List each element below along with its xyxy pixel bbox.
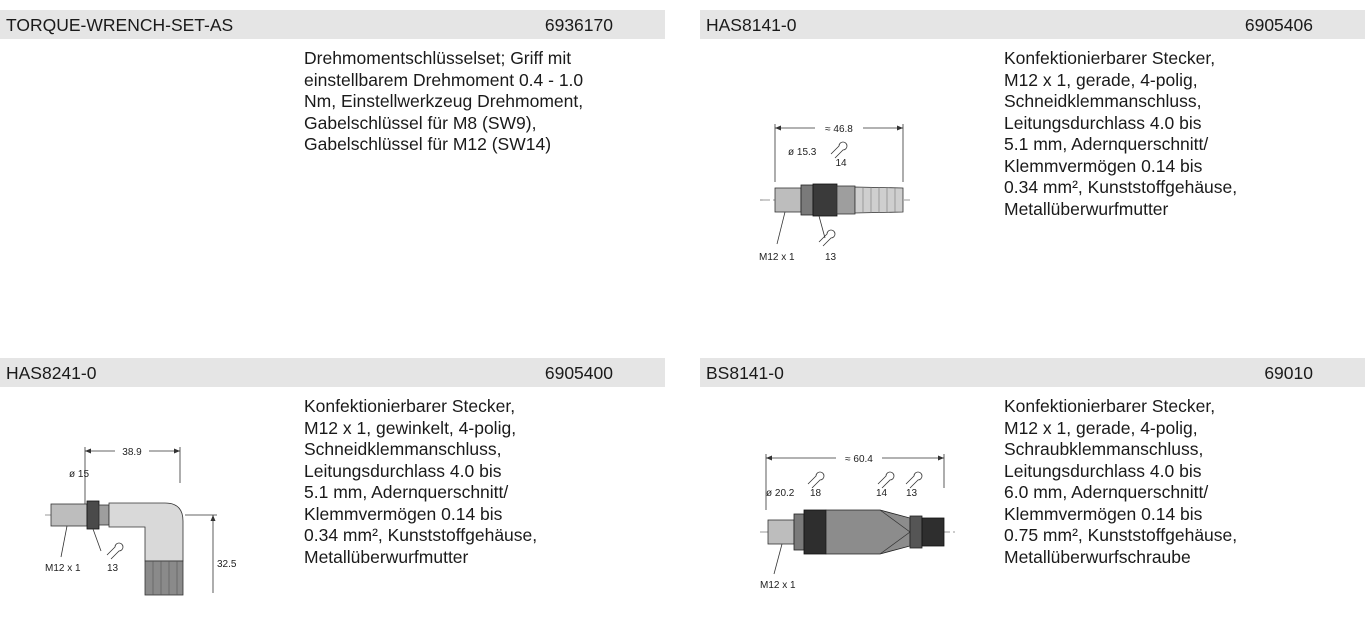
product-number: 69010 [1264,363,1313,383]
length-dimension: 38.9 [122,447,142,458]
connector-drawing-angled: 38.9 ø 15 32.5 M12 x 1 13 [45,443,245,600]
product-card-torque-wrench-set: TORQUE-WRENCH-SET-AS 6936170 Drehmoments… [0,10,665,270]
product-name: HAS8141-0 [706,15,797,35]
wrench-icon [807,471,825,489]
product-name: TORQUE-WRENCH-SET-AS [6,15,234,35]
wrench-size-label: 13 [107,563,119,574]
product-description: Konfektionierbarer Stecker, M12 x 1, ger… [1004,48,1238,219]
product-name: HAS8241-0 [6,363,97,383]
product-header: TORQUE-WRENCH-SET-AS 6936170 [0,10,665,39]
thread-label: M12 x 1 [760,580,796,591]
product-card-bs8141: BS8141-0 69010 ≈ 60.4 ø 20.2 18 14 13 [700,358,1365,618]
diameter-dimension: ø 15 [69,469,89,480]
wrench-size-label: 14 [835,158,847,169]
length-dimension: ≈ 60.4 [845,454,873,465]
product-header: HAS8241-0 6905400 [0,358,665,387]
wrench-size-label: 14 [876,488,888,499]
wrench-size-label: 13 [825,252,837,263]
wrench-icon [106,542,124,560]
height-dimension: 32.5 [217,559,237,570]
product-card-has8241: HAS8241-0 6905400 38.9 ø 15 [0,358,665,618]
thread-label: M12 x 1 [759,252,795,263]
product-description: Konfektionierbarer Stecker, M12 x 1, gew… [304,396,538,567]
product-number: 6936170 [544,15,613,35]
connector-drawing-straight: ≈ 46.8 ø 15.3 14 M12 x 1 13 [755,120,915,275]
diameter-dimension: ø 20.2 [766,488,795,499]
product-header: HAS8141-0 6905406 [700,10,1365,39]
wrench-icon [830,141,848,159]
wrench-size-label: 13 [906,488,918,499]
product-description: Drehmomentschlüsselset; Griff mit einste… [304,48,584,154]
length-dimension: ≈ 46.8 [825,124,853,135]
product-card-has8141: HAS8141-0 6905406 ≈ 46.8 ø 15.3 14 [700,10,1365,270]
wrench-icon [905,471,923,489]
product-number: 6905400 [544,363,613,383]
thread-label: M12 x 1 [45,563,81,574]
product-header: BS8141-0 69010 [700,358,1365,387]
connector-drawing-screw: ≈ 60.4 ø 20.2 18 14 13 M12 x 1 [760,448,960,603]
wrench-icon [877,471,895,489]
product-description: Konfektionierbarer Stecker, M12 x 1, ger… [1004,396,1238,567]
product-number: 6905406 [1244,15,1313,35]
wrench-size-label: 18 [810,488,822,499]
wrench-icon [818,229,836,247]
product-name: BS8141-0 [706,363,784,383]
diameter-dimension: ø 15.3 [788,147,817,158]
